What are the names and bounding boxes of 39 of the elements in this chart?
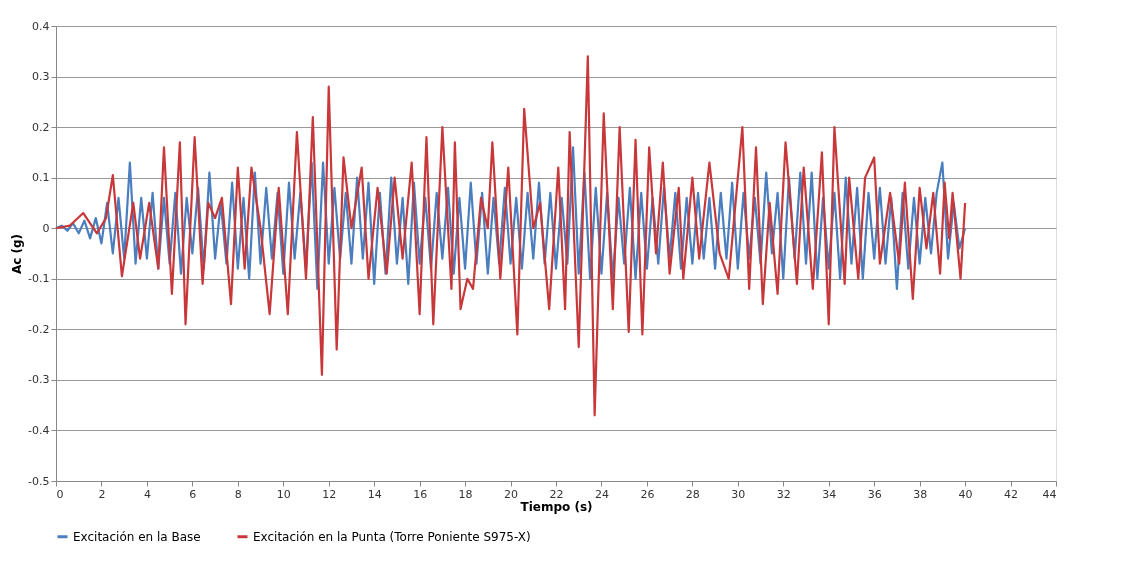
- y-tick-label: -0.1: [28, 272, 50, 286]
- x-axis-title: Tiempo (s): [520, 499, 593, 514]
- x-tick-label: 28: [685, 487, 700, 501]
- x-tick-label: 36: [867, 487, 882, 501]
- y-tick-label: 0: [42, 221, 50, 235]
- y-tick-label: -0.2: [28, 322, 50, 336]
- x-tick-label: 10: [276, 487, 291, 501]
- y-tick-label: -0.5: [28, 474, 50, 488]
- x-tick-label: 22: [549, 487, 564, 501]
- x-tick-label: 44: [1042, 487, 1057, 501]
- x-tick-label: 42: [1004, 487, 1019, 501]
- y-tick-label: 0.1: [32, 171, 50, 185]
- y-axis-title: Ac (g): [10, 233, 25, 275]
- x-tick-label: 20: [504, 487, 519, 501]
- x-tick-label: 2: [98, 487, 106, 501]
- x-tick-label: 0: [56, 487, 64, 501]
- x-tick-label: 12: [322, 487, 337, 501]
- x-tick-label: 6: [189, 487, 197, 501]
- y-tick-label: -0.3: [28, 373, 50, 387]
- line-series: [54, 55, 967, 417]
- legend-label: Excitación en la Base: [73, 529, 201, 544]
- y-tick-label: 0.4: [32, 19, 50, 33]
- x-tick-label: 30: [731, 487, 746, 501]
- x-tick-label: 38: [913, 487, 928, 501]
- x-tick-label: 32: [776, 487, 791, 501]
- x-tick-label: 4: [143, 487, 151, 501]
- y-tick-label: -0.4: [28, 423, 50, 437]
- x-tick-label: 16: [413, 487, 428, 501]
- y-tick-label: 0.3: [32, 70, 50, 84]
- x-tick-label: 8: [234, 487, 242, 501]
- line-series: [54, 146, 967, 290]
- x-tick-label: 24: [594, 487, 609, 501]
- x-tick-label: 34: [822, 487, 837, 501]
- legend-label: Excitación en la Punta (Torre Poniente S975-X): [253, 529, 531, 544]
- x-tick-label: 26: [640, 487, 655, 501]
- y-tick-label: 0.2: [32, 120, 50, 134]
- x-tick-label: 14: [367, 487, 382, 501]
- x-tick-label: 18: [458, 487, 473, 501]
- x-tick-label: 40: [958, 487, 973, 501]
